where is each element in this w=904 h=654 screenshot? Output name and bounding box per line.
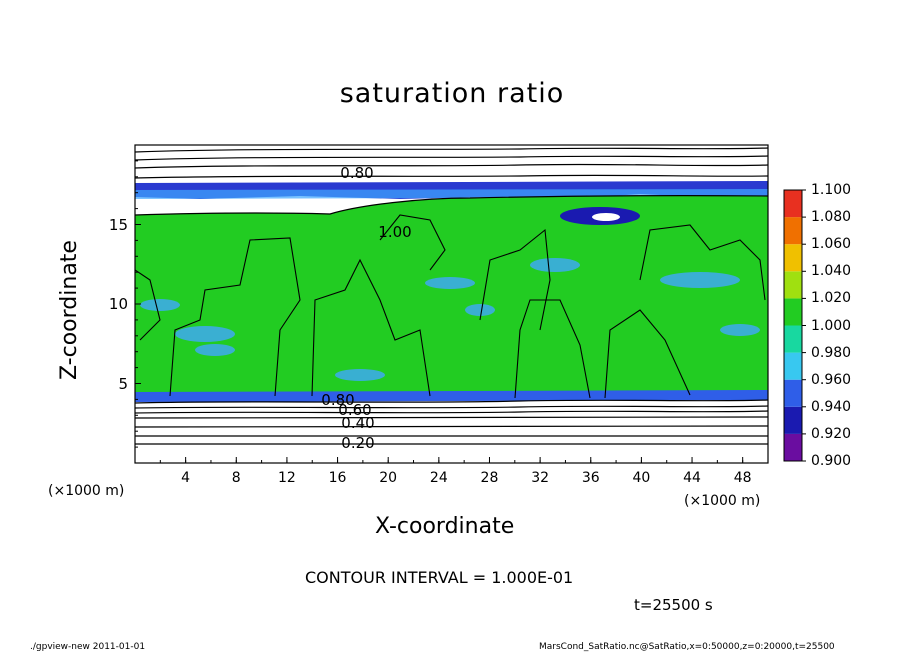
- colorbar-swatch: [784, 379, 802, 407]
- x-tick-label: 12: [277, 470, 296, 486]
- x-tick-label: 20: [379, 470, 398, 486]
- x-tick-label: 32: [531, 470, 550, 486]
- footer-source: MarsCond_SatRatio.nc@SatRatio,x=0:50000,…: [539, 642, 835, 652]
- saturated-region: [135, 195, 768, 400]
- x-tick-label: 36: [581, 470, 600, 486]
- contour-label: 0.80: [321, 391, 355, 409]
- y-tick-label: 15: [108, 215, 128, 234]
- colorbar-level-label: 1.020: [811, 290, 852, 307]
- y-axis-label: Z-coordinate: [57, 240, 82, 380]
- contour-label: 0.40: [341, 414, 375, 432]
- pocket-core: [592, 213, 620, 221]
- time-label: t=25500 s: [634, 596, 713, 614]
- y-tick-label: 5: [118, 374, 128, 393]
- y-tick-label: 10: [108, 295, 128, 313]
- colorbar: [783, 189, 806, 462]
- x-tick-label: 8: [231, 470, 241, 486]
- upper-contours: [135, 147, 768, 216]
- x-tick-label: 16: [328, 470, 347, 486]
- x-unit-right: (×1000 m): [684, 493, 761, 509]
- x-tick-label: 4: [181, 470, 191, 486]
- x-unit-left: (×1000 m): [48, 483, 125, 499]
- contour-label: 0.80: [340, 164, 374, 182]
- x-tick-label: 28: [480, 470, 499, 486]
- x-tick-marks: [159, 457, 744, 463]
- colorbar-swatch: [784, 190, 802, 218]
- x-tick-label: 48: [733, 470, 752, 486]
- x-axis-label: X-coordinate: [375, 514, 515, 539]
- interior-contours: [135, 214, 766, 399]
- colorbar-level-label: 1.000: [811, 317, 852, 334]
- colorbar-level-label: 0.940: [811, 398, 852, 415]
- colorbar-level-label: 0.920: [811, 425, 852, 442]
- colorbar-swatch: [784, 406, 802, 434]
- x-tick-label: 44: [683, 470, 701, 486]
- colorbar-level-label: 1.100: [811, 182, 852, 198]
- blue-patches: [140, 258, 760, 381]
- colorbar-swatch: [784, 271, 802, 299]
- contour-label: 0.20: [341, 434, 375, 452]
- contour-label: 1.00: [378, 223, 412, 241]
- x-tick-label: 24: [429, 470, 448, 486]
- colorbar-level-label: 0.980: [811, 344, 852, 361]
- colorbar-level-label: 0.960: [811, 371, 852, 388]
- colorbar-level-label: 1.060: [811, 236, 852, 253]
- chart-title: saturation ratio: [339, 78, 565, 109]
- colorbar-level-label: 1.080: [811, 209, 852, 226]
- colorbar-swatch: [784, 298, 802, 326]
- y-tick-marks: [135, 160, 141, 448]
- contour-interval: CONTOUR INTERVAL = 1.000E-01: [305, 568, 574, 587]
- footer-command: ./gpview-new 2011-01-01: [30, 642, 146, 652]
- colorbar-swatch: [784, 433, 802, 461]
- lower-blue-band: [135, 390, 768, 402]
- colorbar-swatch: [784, 217, 802, 245]
- colorbar-level-label: 0.900: [811, 453, 852, 469]
- colorbar-swatch: [784, 352, 802, 380]
- lower-contours: [135, 399, 768, 445]
- colorbar-level-label: 1.040: [811, 263, 852, 280]
- contour-label: 0.60: [338, 401, 372, 419]
- colorbar-swatch: [784, 325, 802, 353]
- x-tick-label: 40: [632, 470, 651, 486]
- colorbar-swatch: [784, 244, 802, 272]
